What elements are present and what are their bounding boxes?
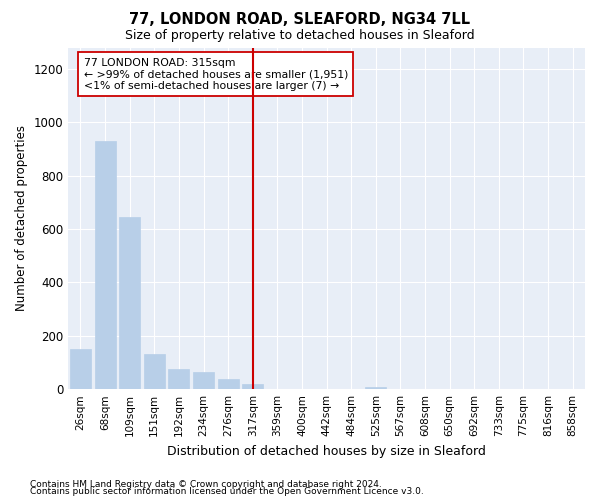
Text: 77, LONDON ROAD, SLEAFORD, NG34 7LL: 77, LONDON ROAD, SLEAFORD, NG34 7LL <box>130 12 470 28</box>
Bar <box>169 369 190 389</box>
Bar <box>242 384 263 389</box>
Text: Contains HM Land Registry data © Crown copyright and database right 2024.: Contains HM Land Registry data © Crown c… <box>30 480 382 489</box>
Y-axis label: Number of detached properties: Number of detached properties <box>15 126 28 312</box>
Bar <box>95 141 116 389</box>
Bar <box>218 378 239 389</box>
Bar <box>193 372 214 389</box>
Bar <box>70 349 91 389</box>
Text: 77 LONDON ROAD: 315sqm
← >99% of detached houses are smaller (1,951)
<1% of semi: 77 LONDON ROAD: 315sqm ← >99% of detache… <box>83 58 348 91</box>
Text: Contains public sector information licensed under the Open Government Licence v3: Contains public sector information licen… <box>30 488 424 496</box>
Bar <box>144 354 165 389</box>
X-axis label: Distribution of detached houses by size in Sleaford: Distribution of detached houses by size … <box>167 444 486 458</box>
Bar <box>365 386 386 389</box>
Bar <box>119 217 140 389</box>
Text: Size of property relative to detached houses in Sleaford: Size of property relative to detached ho… <box>125 29 475 42</box>
